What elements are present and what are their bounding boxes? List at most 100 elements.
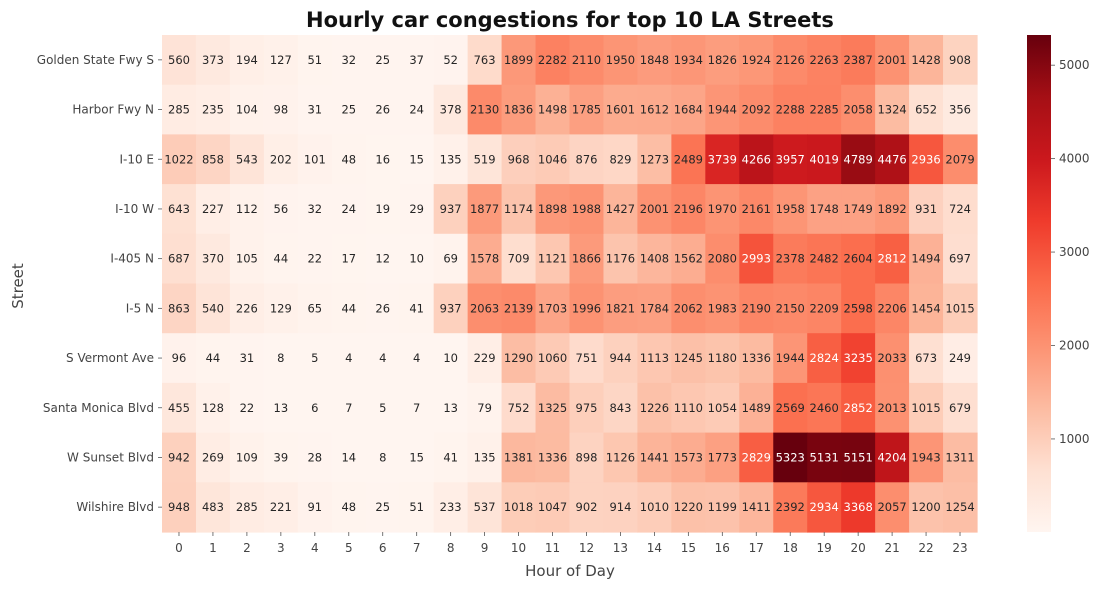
heatmap-cell: [399, 333, 435, 384]
heatmap-cell: [501, 333, 537, 384]
heatmap-cell: [773, 432, 808, 483]
heatmap-cell: [603, 333, 639, 384]
cell-value-label: 51: [307, 53, 322, 67]
cell-value-label: 226: [236, 301, 258, 315]
heatmap-cell: [535, 482, 571, 533]
heatmap-cell: [909, 482, 944, 533]
heatmap-cell: [297, 134, 333, 185]
heatmap-cell: [297, 482, 333, 533]
cell-value-label: 2993: [742, 252, 771, 266]
heatmap-cell: [433, 482, 469, 533]
heatmap-cell: [739, 283, 774, 334]
heatmap-cell: [195, 233, 231, 285]
heatmap-cell: [229, 482, 265, 533]
heatmap-cell: [671, 134, 706, 185]
heatmap-cell: [909, 382, 944, 434]
cell-value-label: 2206: [877, 301, 906, 315]
heatmap-cell: [162, 432, 197, 483]
cell-value-label: 1898: [538, 202, 567, 216]
heatmap-cell: [807, 35, 842, 86]
heatmap-cell: [909, 134, 944, 185]
cell-value-label: 560: [168, 53, 190, 67]
heatmap-cell: [535, 333, 571, 384]
heatmap-cell: [433, 333, 469, 384]
heatmap-cell: [943, 283, 978, 334]
heatmap-cell: [263, 333, 299, 384]
heatmap-cell: [875, 482, 910, 533]
heatmap-cell: [875, 35, 910, 86]
cell-value-label: 687: [168, 252, 190, 266]
cell-value-label: 543: [236, 152, 258, 166]
heatmap-cell: [739, 84, 774, 135]
heatmap-cell: [637, 382, 672, 434]
cell-value-label: 51: [409, 500, 424, 514]
heatmap-cell: [705, 283, 740, 334]
heatmap-cell: [705, 84, 740, 135]
x-tick-label: 1: [209, 541, 217, 555]
cell-value-label: 1924: [742, 53, 771, 67]
heatmap-cell: [263, 432, 299, 483]
heatmap-cell: [365, 134, 401, 185]
cell-value-label: 105: [236, 252, 258, 266]
heatmap-cell: [331, 283, 367, 334]
cell-value-label: 24: [409, 103, 424, 117]
heatmap-cell: [841, 382, 876, 434]
cell-value-label: 69: [443, 252, 458, 266]
heatmap-cell: [569, 482, 605, 533]
heatmap-cell: [909, 233, 944, 285]
heatmap-cell: [943, 134, 978, 185]
cell-value-label: 8: [379, 450, 386, 464]
y-tick-label: Harbor Fwy N: [72, 103, 154, 117]
cell-value-label: 1245: [674, 351, 703, 365]
cell-value-label: 1573: [674, 450, 703, 464]
cell-value-label: 65: [307, 301, 322, 315]
heatmap-cell: [943, 84, 978, 135]
heatmap-cell: [331, 432, 367, 483]
heatmap-cell: [569, 432, 605, 483]
heatmap-cell: [841, 35, 876, 86]
x-tick-label: 6: [379, 541, 387, 555]
heatmap-cell: [909, 283, 944, 334]
cell-value-label: 235: [202, 103, 224, 117]
x-tick-label: 21: [884, 541, 899, 555]
cell-value-label: 1877: [470, 202, 499, 216]
cell-value-label: 1324: [877, 103, 906, 117]
heatmap-cell: [841, 233, 876, 285]
cell-value-label: 12: [375, 252, 390, 266]
heatmap-cell: [331, 382, 367, 434]
heatmap-cell: [467, 482, 503, 533]
cell-value-label: 4789: [844, 152, 873, 166]
cell-value-label: 26: [375, 103, 390, 117]
cell-value-label: 914: [609, 500, 631, 514]
heatmap-cell: [671, 333, 706, 384]
heatmap-cell: [162, 333, 197, 384]
cell-value-label: 13: [274, 401, 289, 415]
heatmap-cell: [875, 333, 910, 384]
heatmap-cell: [195, 432, 231, 483]
heatmap-cell: [535, 382, 571, 434]
heatmap-cell: [705, 482, 740, 533]
cell-value-label: 1126: [606, 450, 635, 464]
cell-value-label: 1988: [572, 202, 601, 216]
cell-value-label: 1176: [606, 252, 635, 266]
cell-value-label: 2063: [470, 301, 499, 315]
heatmap-cell: [501, 84, 537, 135]
heatmap-cell: [467, 283, 503, 334]
cell-value-label: 2489: [674, 152, 703, 166]
heatmap-cell: [195, 333, 231, 384]
heatmap-cell: [739, 432, 774, 483]
colorbar-tick-label: 2000: [1059, 338, 1090, 352]
heatmap-cell: [365, 283, 401, 334]
heatmap-cell: [773, 333, 808, 384]
heatmap-cell: [331, 134, 367, 185]
x-tick-labels: 0 1 2 3 4 5 6 7 8 9 10 11 12 13 14 15 16 17 18 19 20 21 22 23: [175, 532, 968, 555]
colorbar-tick-label: 3000: [1059, 245, 1090, 259]
cell-value-label: 2139: [504, 301, 533, 315]
cell-value-label: 2934: [810, 500, 839, 514]
heatmap-cell: [807, 382, 842, 434]
x-tick-label: 3: [277, 541, 285, 555]
heatmap-cell: [909, 184, 944, 235]
heatmap-cell: [875, 432, 910, 483]
x-tick-label: 22: [918, 541, 933, 555]
